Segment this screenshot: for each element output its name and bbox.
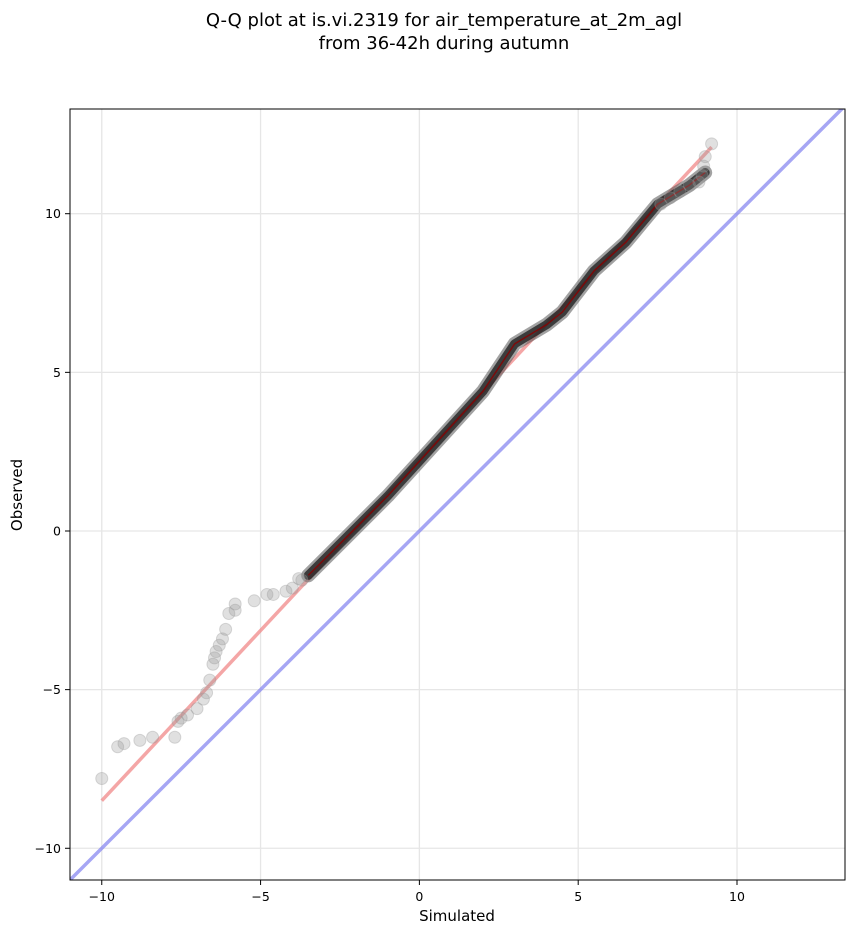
y-axis-ticks: −10 −5 0 5 10: [35, 206, 70, 856]
data-point: [663, 191, 677, 205]
reference-lines: [70, 109, 845, 880]
y-tick-label: 10: [45, 206, 61, 221]
data-point: [212, 638, 226, 652]
data-point: [705, 137, 719, 151]
data-point: [228, 603, 242, 617]
grid: [70, 109, 845, 880]
data-point: [266, 587, 280, 601]
data-point: [654, 197, 668, 211]
fit-line-overlay: [307, 171, 706, 576]
data-point: [285, 581, 299, 595]
x-tick-label: −10: [89, 889, 115, 904]
y-tick-label: 0: [53, 523, 61, 538]
x-axis-label: Simulated: [419, 907, 495, 925]
data-point: [174, 711, 188, 725]
data-point: [247, 594, 261, 608]
y-axis-label: Observed: [8, 459, 26, 531]
data-point: [208, 651, 222, 665]
data-point: [111, 740, 125, 754]
data-point: [219, 622, 233, 636]
data-point: [209, 645, 223, 659]
data-point: [695, 169, 709, 183]
data-point: [206, 657, 220, 671]
chart-title: Q-Q plot at is.vi.2319 for air_temperatu…: [206, 10, 682, 31]
data-point: [133, 733, 147, 747]
y-tick-label: −5: [43, 682, 61, 697]
data-point: [222, 606, 236, 620]
y-tick-label: −10: [35, 841, 61, 856]
data-point: [196, 692, 210, 706]
chart-subtitle: from 36-42h during autumn: [319, 33, 570, 54]
data-point: [292, 572, 306, 586]
data-point: [698, 150, 712, 164]
data-point: [682, 178, 696, 192]
data-point: [279, 584, 293, 598]
data-point: [215, 632, 229, 646]
plot-frame: [69, 108, 846, 881]
data-point: [203, 673, 217, 687]
x-axis-ticks: −10 −5 0 5 10: [89, 880, 745, 904]
data-point: [171, 714, 185, 728]
identity-line: [70, 109, 845, 880]
data-point: [181, 708, 195, 722]
y-tick-label: 5: [53, 365, 61, 380]
data-point: [673, 184, 687, 198]
data-point: [295, 573, 309, 587]
data-points: [95, 137, 719, 785]
data-point: [168, 730, 182, 744]
data-point: [692, 175, 706, 189]
data-point: [697, 159, 711, 173]
data-point: [190, 702, 204, 716]
data-point: [95, 771, 109, 785]
data-point: [200, 686, 214, 700]
data-point: [146, 730, 160, 744]
x-tick-label: −5: [251, 889, 269, 904]
x-tick-label: 10: [729, 889, 745, 904]
x-tick-label: 0: [415, 889, 423, 904]
data-point: [117, 737, 131, 751]
data-point: [260, 587, 274, 601]
data-point: [228, 597, 242, 611]
x-tick-label: 5: [574, 889, 582, 904]
